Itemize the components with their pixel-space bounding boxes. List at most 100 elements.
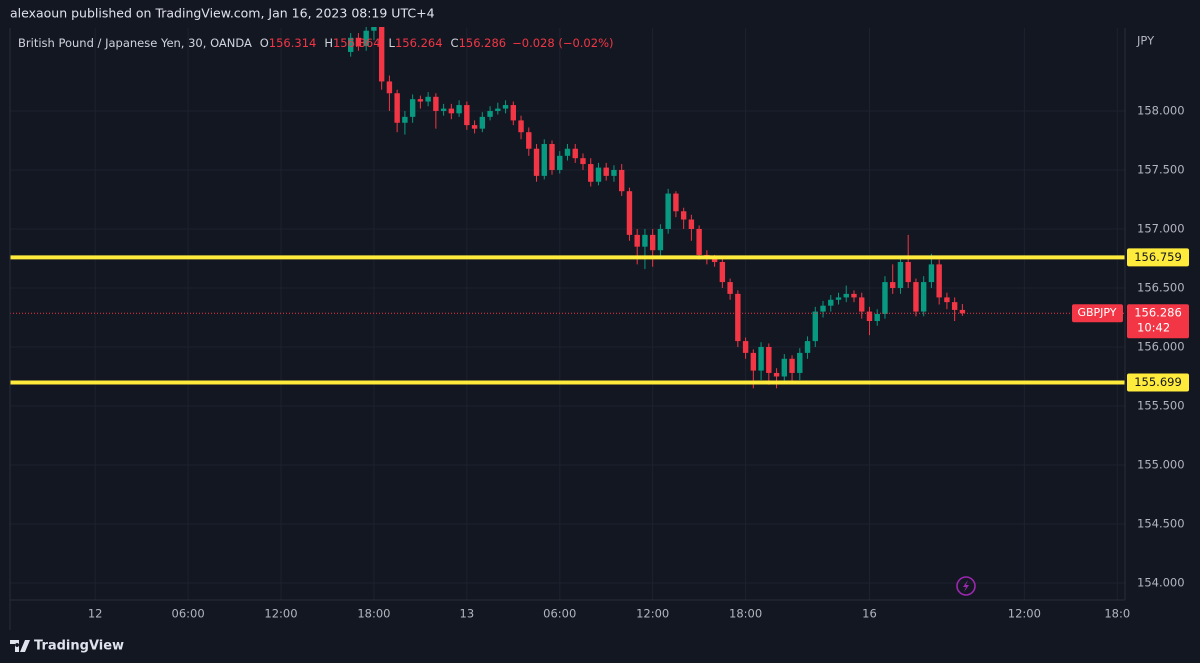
candle-body — [673, 193, 679, 212]
candle-body — [471, 125, 478, 129]
candle-body — [665, 193, 671, 229]
candle-body — [750, 352, 757, 371]
candle-body — [928, 264, 935, 283]
candle-body — [440, 108, 447, 111]
ohlc-label: O — [260, 36, 269, 50]
candle-body — [417, 99, 424, 102]
candle-body — [727, 282, 733, 294]
logo-icon — [10, 640, 30, 652]
candle-body — [789, 358, 795, 373]
x-tick-label: 16 — [862, 607, 877, 621]
x-tick-label: 12:00 — [1008, 607, 1041, 621]
x-tick-label: 12 — [88, 607, 103, 621]
candle-body — [866, 311, 873, 322]
candle-body — [464, 105, 470, 126]
brand: TradingView — [34, 639, 124, 654]
last-price-label: 156.286 — [1134, 306, 1182, 320]
candle-body — [874, 313, 880, 322]
candle-body — [859, 297, 865, 312]
candle-body — [696, 228, 702, 255]
candle-body — [890, 282, 896, 288]
candle-body — [386, 81, 393, 94]
candle-body — [882, 282, 888, 314]
ohlc-label: C — [451, 36, 459, 50]
candle-body — [828, 299, 834, 306]
y-tick-label: 154.500 — [1137, 517, 1185, 531]
candle-body — [355, 37, 362, 47]
candle-body — [773, 372, 780, 377]
candle-body — [526, 132, 532, 149]
candle-body — [758, 346, 764, 371]
x-tick-label: 12:00 — [264, 607, 297, 621]
candle-body — [843, 293, 849, 298]
candle-body — [595, 167, 602, 182]
plot — [10, 21, 1125, 389]
symbol-box — [1072, 304, 1123, 323]
publisher-line: alexaoun published on TradingView.com, J… — [10, 6, 435, 21]
countdown: 10:42 — [1137, 321, 1170, 335]
candle-body — [812, 311, 818, 342]
candle-body — [347, 37, 354, 52]
candle-body — [835, 297, 842, 300]
ohlc-label: H — [324, 36, 333, 50]
bottom-bar — [0, 630, 1200, 663]
alert-icon — [956, 576, 976, 596]
candle-body — [742, 341, 749, 353]
legend: British Pound / Japanese Yen, 30, OANDA O… — [18, 36, 613, 50]
candle-body — [797, 352, 803, 373]
candle-body — [719, 262, 726, 283]
candle-body — [642, 234, 648, 247]
candle-body — [448, 108, 455, 114]
candle-body — [688, 219, 695, 229]
candle-body — [394, 93, 400, 123]
candle-body — [920, 282, 927, 312]
y-tick-label: 157.000 — [1137, 221, 1185, 235]
legend-text: British Pound / Japanese Yen, 30, OANDA O… — [18, 36, 613, 50]
candle-body — [495, 108, 501, 111]
candle-body — [634, 234, 640, 247]
candle-body — [611, 169, 617, 176]
x-tick-label: 18:00 — [357, 607, 390, 621]
y-tick-label: 156.000 — [1137, 339, 1185, 353]
candle-body — [487, 110, 493, 117]
candle-body — [549, 144, 555, 170]
candle-body — [781, 358, 788, 377]
candle-body — [711, 258, 718, 263]
candle-body — [951, 302, 958, 310]
x-tick-label: 12:00 — [636, 607, 669, 621]
ohlc-label: L — [389, 36, 396, 50]
symbol-title: British Pound / Japanese Yen, 30, OANDA — [18, 36, 252, 50]
x-tick-label: 18:0 — [1104, 607, 1130, 621]
currency: JPY — [1136, 34, 1155, 48]
candle-body — [572, 148, 578, 159]
x-tick-label: 18:00 — [729, 607, 762, 621]
y-tick-label: 155.500 — [1137, 398, 1185, 412]
ohlc-value: 156.264 — [395, 36, 443, 50]
y-tick-label: 155.000 — [1137, 457, 1185, 471]
candle-body — [502, 105, 509, 109]
candle-body — [626, 191, 633, 235]
logo — [10, 640, 30, 652]
candle-body — [409, 99, 416, 117]
candle-body — [510, 105, 516, 121]
candle-body — [378, 25, 385, 82]
change: −0.028 (−0.02%) — [512, 36, 613, 50]
level-label-box — [1127, 248, 1189, 267]
ohlc-value: 156.314 — [269, 36, 317, 50]
candle-body — [959, 309, 966, 314]
candle-body — [402, 116, 408, 123]
candle-body — [580, 158, 586, 165]
candle-body — [603, 167, 609, 176]
alert-bolt — [963, 580, 969, 592]
candle-body — [533, 148, 540, 176]
level-label: 156.759 — [1134, 250, 1182, 264]
axes: 154.000 154.500 155.000 155.500 156.000 156.5… — [88, 103, 1189, 621]
candle-body — [936, 264, 942, 298]
ohlc-value: 156.364 — [333, 36, 381, 50]
x-tick-label: 06:00 — [172, 607, 205, 621]
candle-body — [433, 96, 439, 111]
candle-body — [804, 341, 811, 353]
y-tick-label: 156.500 — [1137, 280, 1185, 294]
top-bar — [0, 0, 1200, 27]
